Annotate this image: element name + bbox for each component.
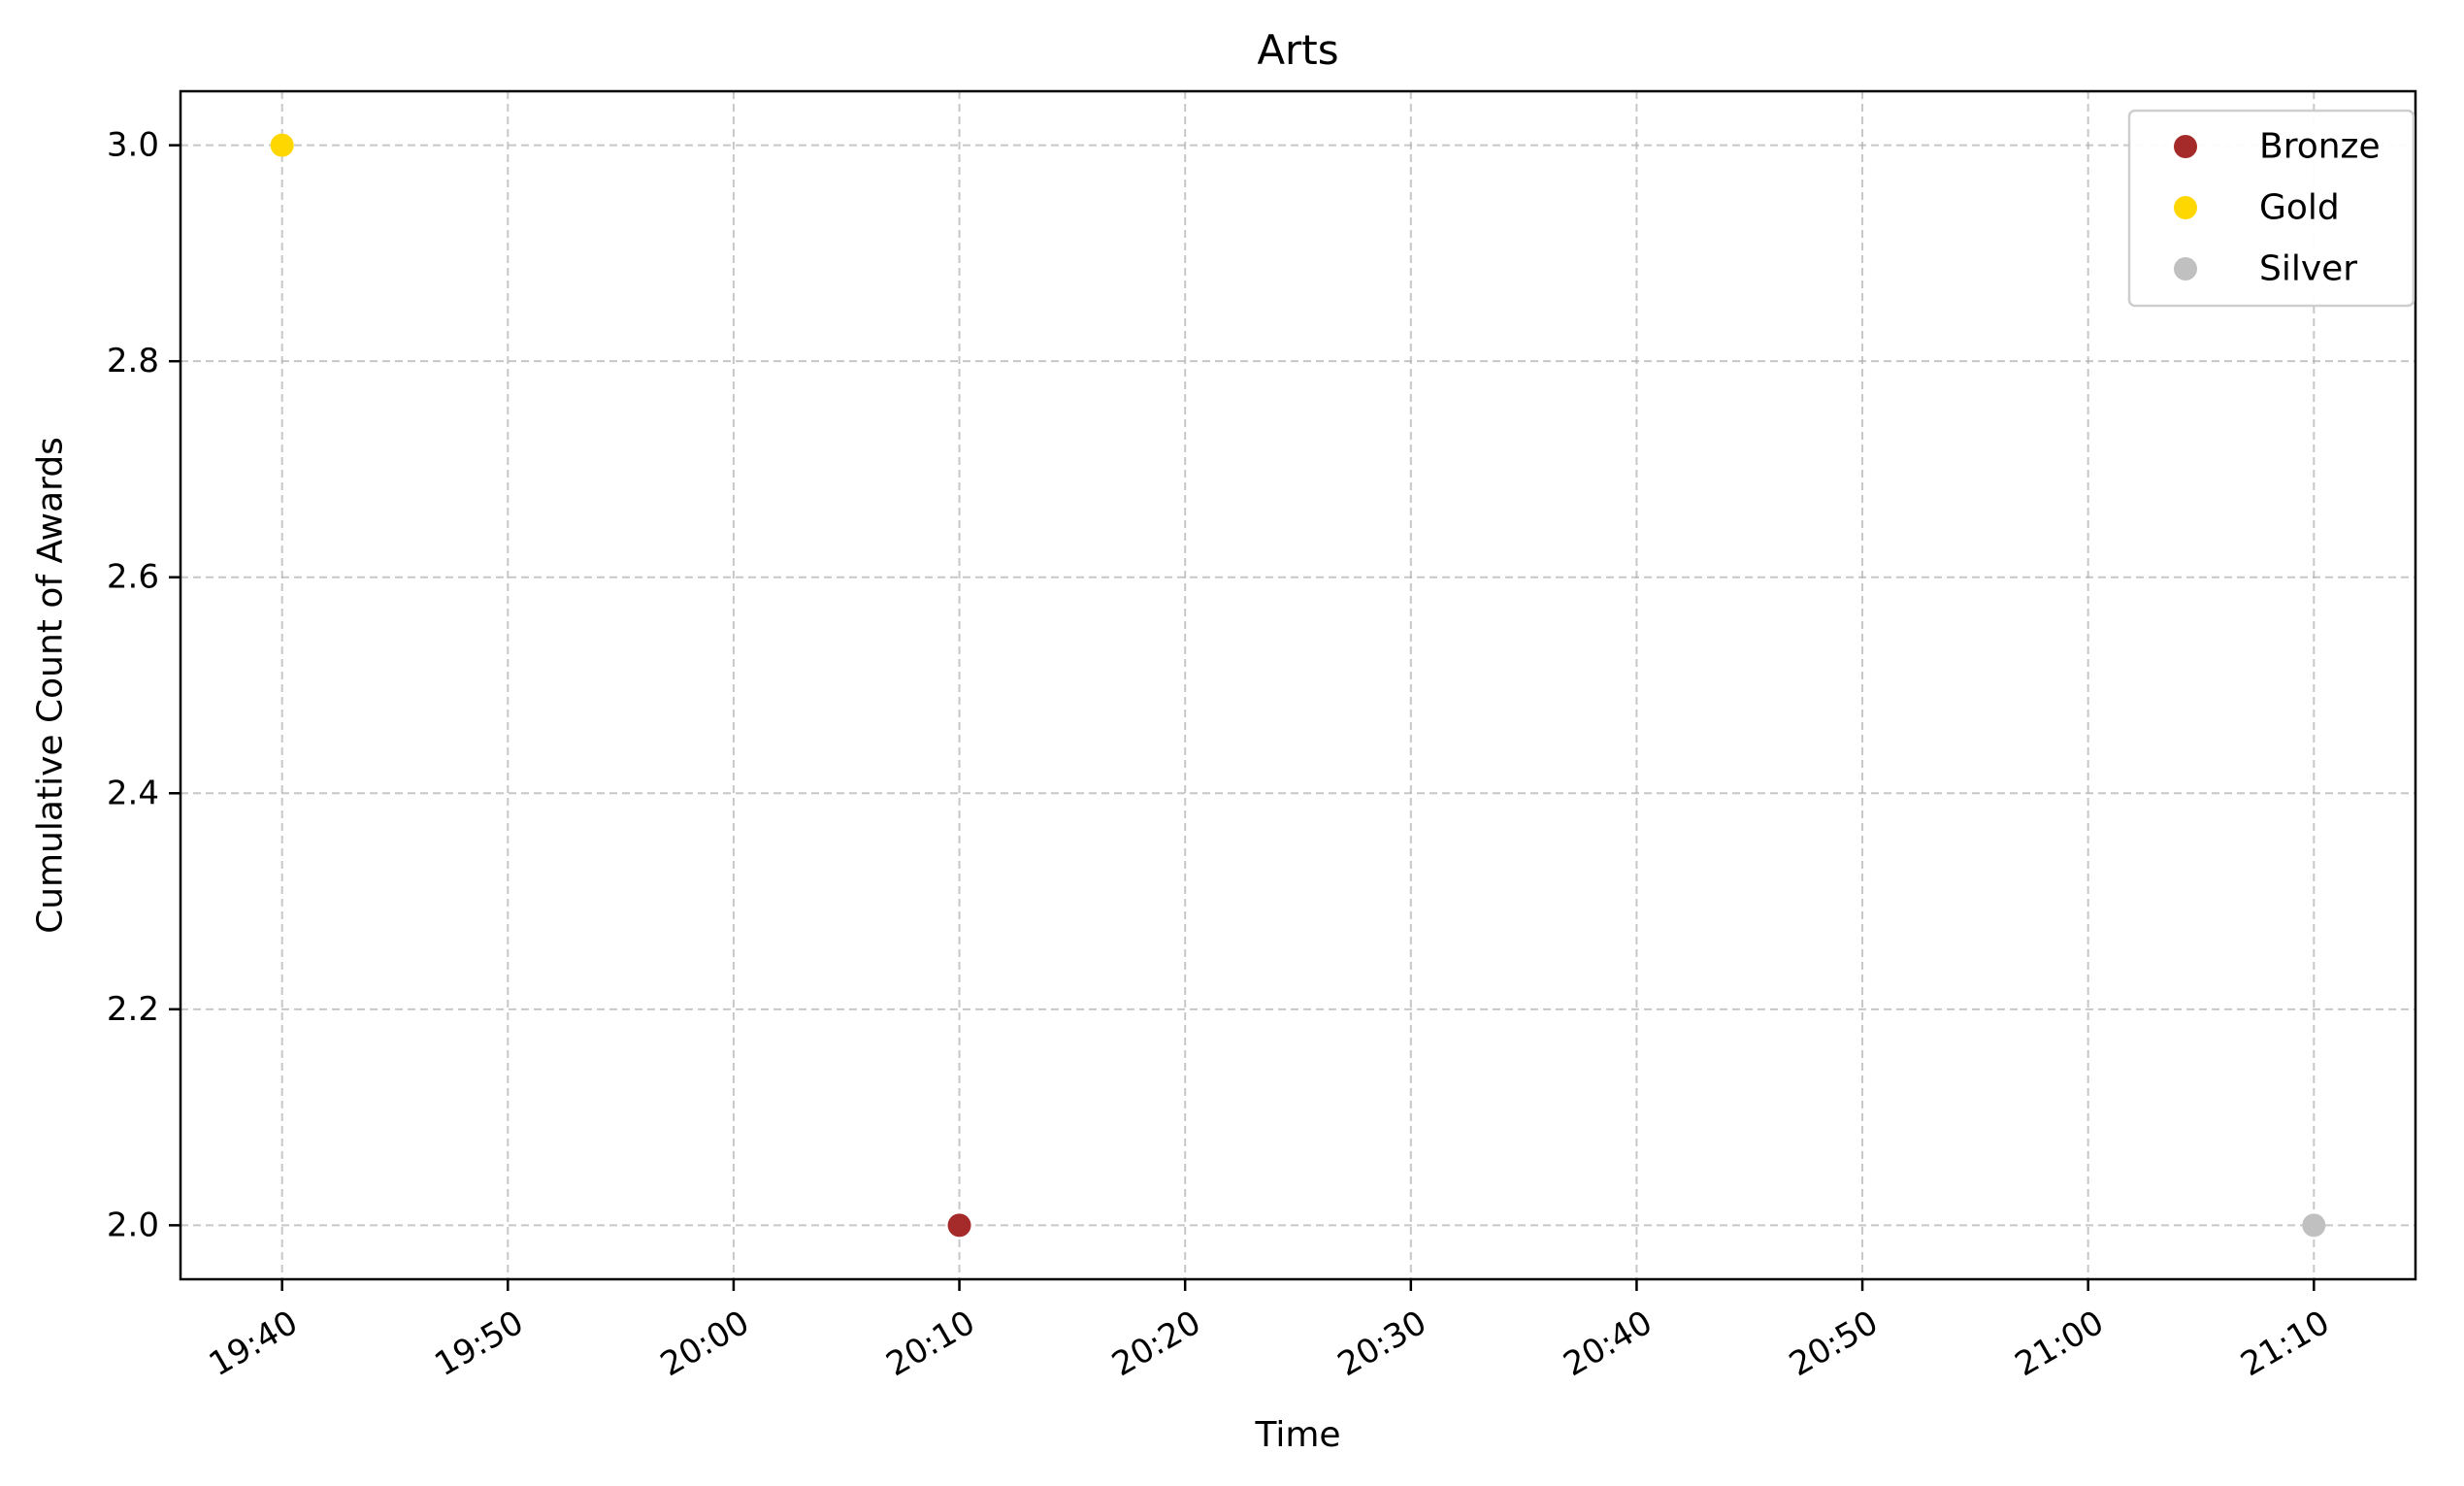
grid-lines bbox=[181, 91, 2415, 1279]
x-tick-label: 20:50 bbox=[1783, 1304, 1885, 1385]
data-point-silver bbox=[2302, 1213, 2326, 1238]
legend-label-gold: Gold bbox=[2259, 188, 2340, 228]
y-axis-ticks: 2.0 2.2 2.4 2.6 2.8 3.0 bbox=[107, 126, 181, 1244]
x-tick-label: 20:00 bbox=[654, 1304, 756, 1385]
legend-marker-gold bbox=[2174, 196, 2197, 219]
x-tick-label: 19:50 bbox=[428, 1304, 530, 1385]
x-tick-label: 20:40 bbox=[1557, 1304, 1659, 1385]
data-point-gold bbox=[270, 133, 294, 157]
x-tick-label: 21:10 bbox=[2234, 1304, 2336, 1385]
legend-marker-silver bbox=[2174, 257, 2197, 281]
legend-label-silver: Silver bbox=[2259, 249, 2357, 289]
plot-area-frame bbox=[179, 89, 2417, 1281]
x-tick-label: 20:30 bbox=[1331, 1304, 1433, 1385]
y-tick-label: 2.2 bbox=[107, 990, 159, 1029]
y-tick-label: 3.0 bbox=[107, 126, 159, 165]
data-point-bronze bbox=[947, 1213, 971, 1238]
legend-marker-bronze bbox=[2174, 135, 2197, 158]
y-tick-label: 2.6 bbox=[107, 558, 159, 597]
x-tick-label: 21:00 bbox=[2009, 1304, 2111, 1385]
y-tick-label: 2.4 bbox=[107, 774, 159, 812]
x-axis-title: Time bbox=[1254, 1415, 1340, 1455]
y-axis-title: Cumulative Count of Awards bbox=[31, 437, 71, 934]
x-tick-label: 20:20 bbox=[1105, 1304, 1207, 1385]
y-tick-label: 2.8 bbox=[107, 342, 159, 380]
x-tick-label: 20:10 bbox=[880, 1304, 982, 1385]
x-axis-ticks: 19:40 19:50 20:00 20:10 20:20 20:30 20:40 20:50… bbox=[203, 1279, 2336, 1384]
x-tick-label: 19:40 bbox=[203, 1304, 305, 1385]
y-tick-label: 2.0 bbox=[107, 1205, 159, 1244]
legend-label-bronze: Bronze bbox=[2259, 127, 2381, 167]
chart-title: Arts bbox=[1257, 26, 1338, 74]
legend: Bronze Gold Silver bbox=[2127, 109, 2415, 308]
legend-frame bbox=[2127, 109, 2415, 308]
data-points bbox=[270, 133, 2326, 1238]
